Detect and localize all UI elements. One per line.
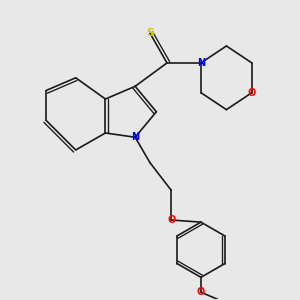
Text: O: O (167, 215, 176, 225)
Text: S: S (146, 28, 154, 38)
Text: O: O (248, 88, 256, 98)
Text: O: O (197, 287, 205, 297)
Text: N: N (131, 132, 139, 142)
Text: N: N (197, 58, 205, 68)
